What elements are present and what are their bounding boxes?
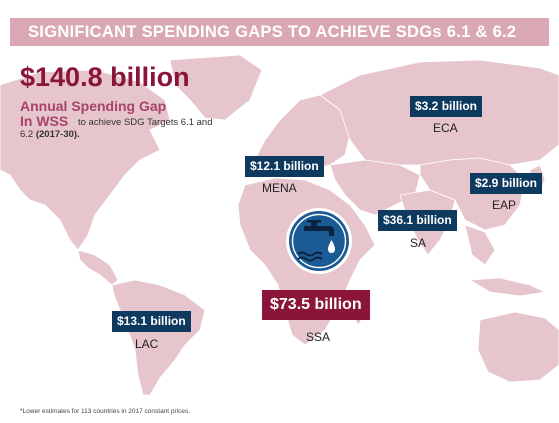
north-america-shape: [0, 69, 171, 251]
gap-description: to achieve SDG Targets 6.1 and 6.2 (2017…: [20, 117, 220, 141]
greenland-shape: [169, 54, 263, 121]
southeast-asia-shape: [464, 224, 496, 266]
indonesia-shape: [468, 277, 547, 297]
region-label-lac: LAC: [135, 337, 159, 351]
gap-label: Annual Spending Gap In WSS: [20, 99, 166, 129]
gap-desc-text: to achieve SDG Targets 6.1 and 6.2: [20, 117, 213, 140]
footnote: *Lower estimates for 113 countries in 20…: [20, 408, 191, 415]
title-bar: SIGNIFICANT SPENDING GAPS TO ACHIEVE SDG…: [10, 18, 549, 46]
middle-east-shape: [329, 159, 421, 216]
region-label-eap: EAP: [492, 198, 517, 212]
badge-eca: $3.2 billion: [410, 96, 483, 117]
region-label-eca: ECA: [433, 121, 458, 135]
world-map: [0, 54, 559, 396]
badge-lac: $13.1 billion: [112, 311, 191, 332]
badge-mena: $12.1 billion: [245, 156, 324, 177]
badge-ssa: $73.5 billion: [262, 290, 370, 320]
water-tap-icon: [286, 208, 352, 274]
region-label-mena: MENA: [262, 181, 297, 195]
australia-shape: [477, 311, 559, 383]
page-title: SIGNIFICANT SPENDING GAPS TO ACHIEVE SDG…: [28, 23, 517, 41]
gap-desc-years: (2017-30).: [35, 129, 80, 140]
badge-sa: $36.1 billion: [378, 210, 457, 231]
total-spending-gap: $140.8 billion: [20, 62, 190, 92]
region-label-sa: SA: [410, 236, 427, 250]
gap-label-line1: Annual Spending Gap: [20, 98, 167, 114]
central-america-shape: [77, 249, 119, 286]
badge-eap: $2.9 billion: [470, 173, 543, 194]
south-america-shape: [111, 279, 206, 396]
region-label-ssa: SSA: [306, 330, 331, 344]
gap-label-line2: In WSS: [20, 113, 69, 129]
